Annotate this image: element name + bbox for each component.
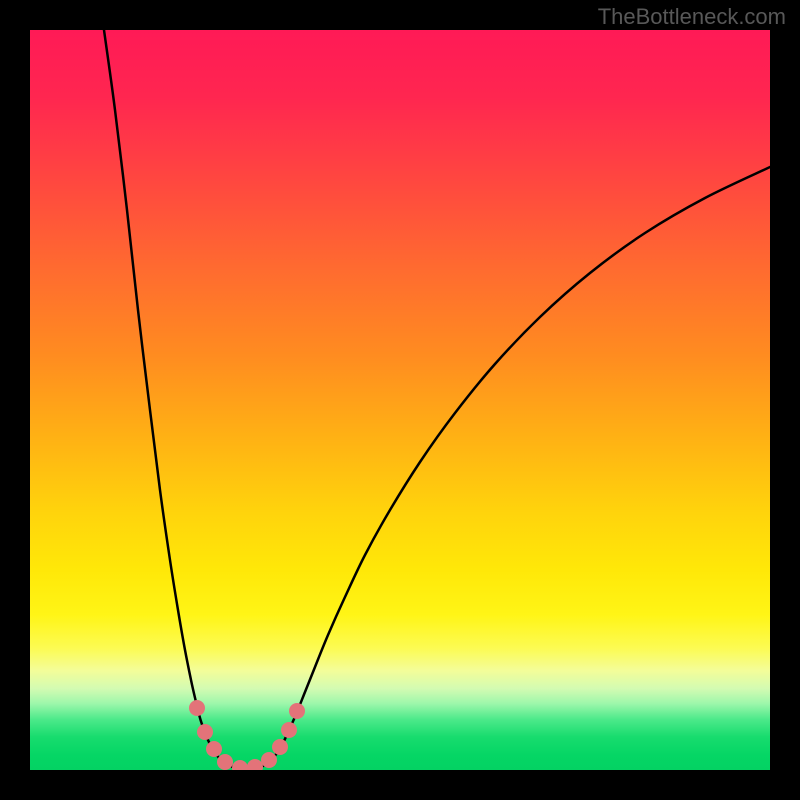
chart-svg [30, 30, 770, 770]
data-dot [189, 700, 205, 716]
data-dot [261, 752, 277, 768]
data-dot [272, 739, 288, 755]
data-dot [289, 703, 305, 719]
data-dot [217, 754, 233, 770]
data-dot [281, 722, 297, 738]
data-dot [197, 724, 213, 740]
data-dot [206, 741, 222, 757]
attribution-text: TheBottleneck.com [598, 4, 786, 30]
bottleneck-chart [30, 30, 770, 770]
chart-background [30, 30, 770, 770]
